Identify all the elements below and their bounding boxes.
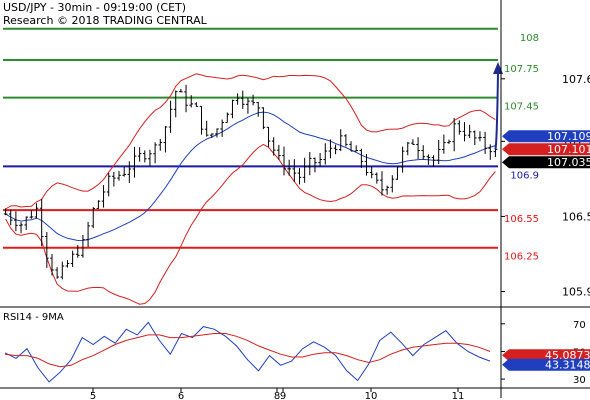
price-tag-box — [502, 156, 590, 169]
price-tick-label: 106.5 — [562, 210, 590, 223]
moving-average-line — [5, 111, 496, 242]
rsi-value-tag-label: 43.3148 — [545, 359, 590, 372]
candles — [3, 84, 498, 280]
level-label: 106.25 — [504, 252, 539, 263]
price-tag-label: 107.101 — [547, 143, 590, 156]
level-label: 107.45 — [504, 102, 539, 113]
bollinger-bands — [5, 73, 496, 305]
price-tag: 107.101 — [502, 143, 590, 156]
x-tick-label: 6 — [178, 391, 184, 400]
level-label: 106.9 — [510, 170, 539, 181]
rsi-ma-line — [4, 333, 491, 368]
rsi-tick-label: 30 — [573, 375, 586, 386]
instrument-title: USD/JPY - 30min - 09:19:00 (CET) — [3, 1, 187, 14]
x-tick-label: 5 — [90, 391, 96, 400]
projection-arrow-line — [494, 72, 499, 150]
price-tick-label: 107.6 — [562, 73, 590, 86]
x-tick-label: 9 — [280, 391, 286, 400]
rsi-title: RSI14 - 9MA — [3, 312, 64, 323]
bollinger-lower — [5, 143, 496, 305]
price-tick-label: 105.9 — [562, 285, 590, 298]
moving-average — [5, 111, 496, 242]
price-tag: 107.109 — [502, 130, 590, 143]
rsi-value-tag: 43.3148 — [502, 358, 590, 372]
level-lines: 108 107.75 107.45 106.9 106.55 106.25 — [3, 27, 539, 263]
rsi-value-tag-box — [502, 358, 590, 371]
rsi-value-tag-box — [502, 349, 590, 362]
level-label: 107.75 — [504, 64, 539, 75]
level-label: 108 — [520, 33, 539, 44]
price-tag-box — [502, 130, 590, 143]
rsi-tick-label: 70 — [573, 320, 586, 331]
level-label: 106.55 — [504, 214, 539, 225]
price-tag-label: 107.109 — [547, 130, 590, 143]
x-tick-label: 10 — [365, 391, 378, 400]
x-tick-label: 8 — [274, 391, 280, 400]
x-tick-label: 11 — [452, 391, 465, 400]
rsi-line — [4, 321, 491, 383]
price-tag-box — [502, 143, 590, 156]
rsi-panel: RSI14 - 9MA — [3, 312, 491, 383]
price-tag: 107.035 — [502, 156, 590, 169]
price-tag-label: 107.035 — [547, 156, 590, 169]
bollinger-upper — [5, 73, 496, 210]
copyright-line: Research © 2018 TRADING CENTRAL — [3, 14, 207, 27]
